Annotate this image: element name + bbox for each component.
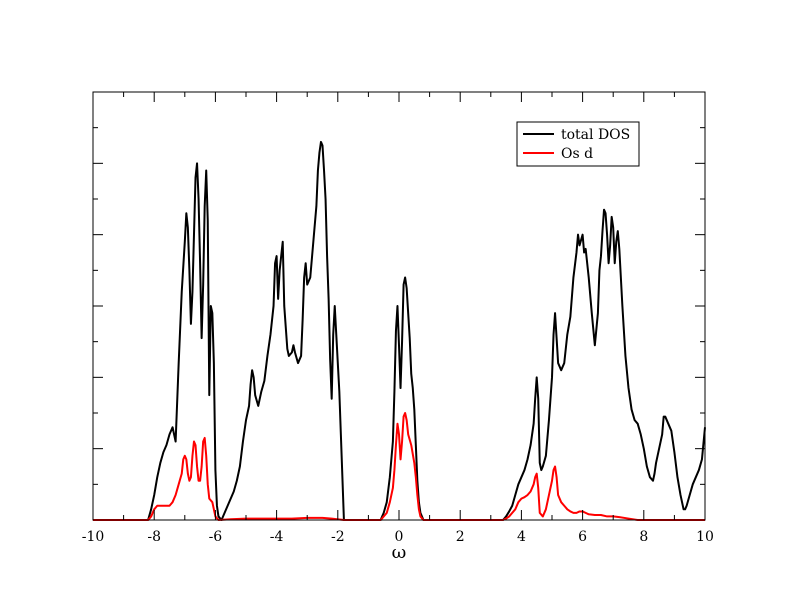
x-tick-label: -6 [209, 529, 223, 545]
x-tick-label: 10 [696, 529, 714, 545]
series-line-os-d [93, 412, 705, 521]
legend: total DOS Os d [516, 121, 640, 167]
series-layer [93, 140, 706, 521]
x-tick-label: 4 [517, 529, 526, 545]
ticks-layer: -10 -8 -6 -4 -2 0 2 4 6 8 10 [82, 91, 714, 545]
x-tick-label: -10 [82, 529, 105, 545]
series-line-total-dos [93, 140, 706, 521]
x-tick-label: -2 [331, 529, 345, 545]
x-tick-label: 8 [639, 529, 648, 545]
legend-box [516, 121, 640, 167]
x-tick-label: -4 [270, 529, 284, 545]
x-tick-label: 6 [578, 529, 587, 545]
x-tick-label: 2 [456, 529, 465, 545]
legend-label-os-d: Os d [561, 146, 593, 162]
x-axis-label: ω [392, 542, 407, 563]
x-tick-label: 0 [395, 529, 404, 545]
legend-label-total-dos: total DOS [561, 127, 630, 143]
x-tick-label: -8 [147, 529, 161, 545]
